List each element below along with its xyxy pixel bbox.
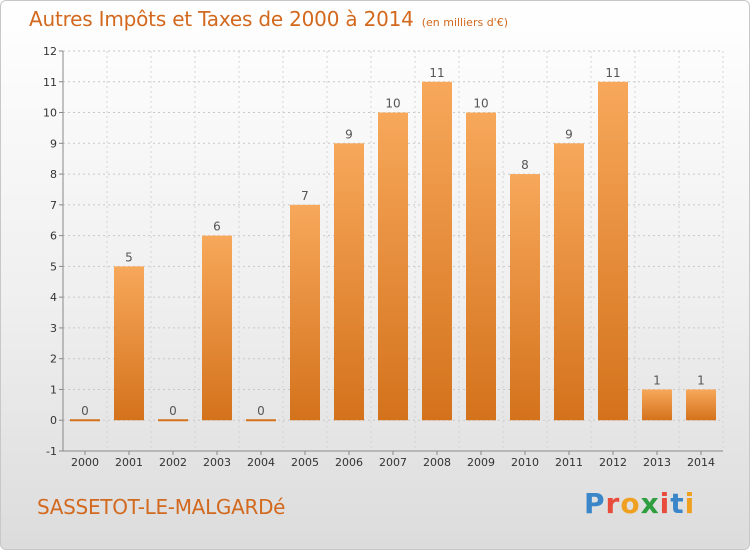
- y-tick-label: 5: [50, 260, 57, 273]
- data-label-2004: 0: [257, 404, 265, 418]
- y-tick-label: 4: [50, 291, 57, 304]
- logo-letter: o: [620, 487, 641, 520]
- bar-2003: [202, 235, 232, 421]
- data-label-2013: 1: [653, 373, 661, 387]
- bar-2014: [686, 389, 716, 421]
- y-tick-label: 0: [50, 414, 57, 427]
- data-label-2007: 10: [385, 97, 400, 111]
- x-tick-label: 2014: [687, 456, 715, 469]
- bar-2008: [422, 81, 452, 421]
- logo-letter: i: [659, 487, 671, 520]
- x-tick-label: 2001: [115, 456, 143, 469]
- y-tick-label: 11: [43, 76, 57, 89]
- logo-letter: i: [684, 487, 696, 520]
- proxiti-logo[interactable]: Proxiti: [584, 487, 695, 520]
- y-tick-label: 12: [43, 45, 57, 58]
- data-label-2008: 11: [429, 66, 444, 80]
- chart-title: Autres Impôts et Taxes de 2000 à 2014: [29, 7, 414, 31]
- y-tick-label: 3: [50, 322, 57, 335]
- x-tick-label: 2013: [643, 456, 671, 469]
- data-label-2005: 7: [301, 189, 309, 203]
- y-tick-label: 8: [50, 168, 57, 181]
- data-label-2001: 5: [125, 250, 133, 264]
- x-tick-label: 2006: [335, 456, 363, 469]
- x-tick-label: 2011: [555, 456, 583, 469]
- logo-letter: r: [605, 487, 621, 520]
- data-label-2000: 0: [81, 404, 89, 418]
- x-tick-label: 2012: [599, 456, 627, 469]
- x-tick-label: 2007: [379, 456, 407, 469]
- bar-2009: [466, 112, 496, 421]
- x-tick-label: 2005: [291, 456, 319, 469]
- data-label-2012: 11: [605, 66, 620, 80]
- data-label-2009: 10: [473, 97, 488, 111]
- data-label-2002: 0: [169, 404, 177, 418]
- chart-title-block: Autres Impôts et Taxes de 2000 à 2014 (en…: [29, 7, 508, 31]
- y-tick-label: -1: [46, 445, 57, 458]
- x-tick-label: 2008: [423, 456, 451, 469]
- logo-letter: x: [640, 487, 660, 520]
- x-tick-label: 2010: [511, 456, 539, 469]
- bar-2013: [642, 389, 672, 421]
- bar-2007: [378, 112, 408, 421]
- x-tick-label: 2003: [203, 456, 231, 469]
- data-label-2003: 6: [213, 220, 221, 234]
- y-tick-label: 10: [43, 107, 57, 120]
- y-tick-label: 7: [50, 199, 57, 212]
- y-tick-label: 9: [50, 137, 57, 150]
- bar-2001: [114, 266, 144, 421]
- chart-subtitle: (en milliers d'€): [421, 16, 508, 29]
- x-tick-label: 2009: [467, 456, 495, 469]
- x-tick-label: 2004: [247, 456, 275, 469]
- data-label-2006: 9: [345, 127, 353, 141]
- x-tick-label: 2000: [71, 456, 99, 469]
- data-label-2010: 8: [521, 158, 529, 172]
- y-tick-label: 1: [50, 383, 57, 396]
- logo-letter: P: [584, 487, 606, 520]
- y-tick-label: 6: [50, 230, 57, 243]
- bar-2010: [510, 174, 540, 421]
- logo-letter: t: [670, 487, 685, 520]
- commune-name: SASSETOT-LE-MALGARDé: [37, 495, 286, 519]
- bar-2011: [554, 143, 584, 421]
- data-label-2014: 1: [697, 373, 705, 387]
- data-label-2011: 9: [565, 127, 573, 141]
- x-tick-label: 2002: [159, 456, 187, 469]
- bar-2005: [290, 204, 320, 421]
- bar-2006: [334, 143, 364, 421]
- y-tick-label: 2: [50, 353, 57, 366]
- bar-2012: [598, 81, 628, 421]
